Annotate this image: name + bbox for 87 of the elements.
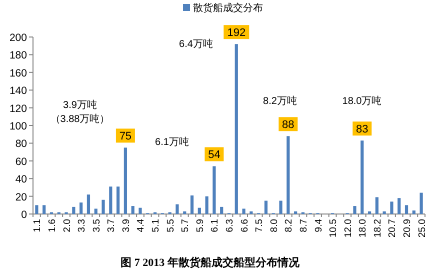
data-label: 54: [208, 149, 220, 162]
y-tick-label: 140: [9, 85, 28, 98]
annotation: 6.1万吨: [155, 136, 189, 148]
x-tick-label: 1.6: [46, 219, 58, 232]
bar: [102, 200, 105, 214]
y-tick-label: 160: [9, 67, 28, 80]
x-tick-label: 18.2: [372, 219, 384, 238]
x-tick-label: 7.5: [254, 219, 266, 232]
bar: [205, 196, 208, 214]
x-tick-label: 1.1: [32, 219, 44, 232]
bar: [183, 211, 186, 214]
bar: [412, 210, 416, 214]
x-tick-label: 8.2: [284, 219, 295, 232]
y-tick-label: 0: [21, 209, 28, 221]
bar: [353, 206, 356, 214]
bar: [390, 202, 394, 214]
bar: [404, 205, 408, 214]
legend-label: 散货船成交分布: [193, 2, 263, 14]
x-tick-label: 8.7: [298, 219, 310, 232]
x-tick-label: 5.1: [150, 219, 162, 232]
y-tick-label: 120: [9, 102, 28, 115]
bar: [286, 136, 290, 214]
data-label: 75: [119, 130, 132, 143]
x-tick-label: 5.7: [180, 219, 192, 232]
bar: [35, 205, 38, 214]
x-tick-label: 3.3: [76, 219, 88, 232]
y-tick-label: 200: [9, 32, 28, 44]
x-tick-label: 6.3: [224, 219, 236, 232]
annotation: 6.4万吨: [179, 38, 213, 50]
bar: [198, 208, 201, 214]
data-label: 88: [282, 119, 294, 132]
bar: [176, 204, 179, 214]
x-tick-label: 20.9: [402, 219, 414, 238]
x-tick-label: 5.9: [194, 219, 206, 232]
x-tick-label: 3.5: [91, 219, 102, 232]
x-tick-label: 9.4: [313, 219, 324, 232]
x-tick-label: 20.7: [387, 219, 398, 238]
bar: [72, 206, 76, 214]
bar: [234, 44, 238, 214]
x-tick-label: 2.0: [62, 219, 73, 232]
data-label: 192: [227, 27, 246, 40]
bar: [190, 195, 194, 214]
bar: [116, 186, 120, 214]
bar: [264, 200, 268, 214]
bar: [212, 166, 216, 214]
x-tick-label: 12.0: [342, 219, 354, 238]
annotation: 8.2万吨: [263, 95, 297, 107]
bar: [220, 206, 224, 214]
bar: [294, 211, 298, 214]
bar: [250, 211, 253, 214]
x-tick-label: 25.0: [416, 219, 428, 238]
bar: [398, 198, 401, 214]
bar: [109, 186, 112, 214]
bar: [420, 192, 423, 214]
y-tick-label: 20: [15, 191, 28, 204]
annotation: 18.0万吨: [342, 95, 382, 107]
annotation: 3.9万吨: [63, 99, 97, 111]
bar: [94, 208, 98, 214]
y-tick-label: 80: [15, 138, 28, 150]
bar: [131, 206, 134, 214]
x-tick-label: 5.5: [165, 219, 176, 232]
x-tick-label: 6.1: [210, 219, 221, 232]
x-tick-label: 3.7: [106, 219, 118, 232]
x-tick-label: 18.0: [358, 219, 369, 238]
x-tick-label: 4.4: [136, 219, 147, 232]
bar: [138, 208, 142, 214]
x-tick-label: 3.9: [120, 219, 132, 232]
y-tick-label: 60: [15, 156, 28, 168]
bar: [382, 211, 386, 214]
bar: [360, 140, 364, 214]
bar: [42, 205, 46, 214]
data-label: 83: [356, 124, 368, 136]
x-tick-label: 10.5: [328, 219, 340, 238]
x-tick-label: 8.0: [268, 219, 280, 232]
bar: [368, 211, 372, 214]
x-tick-label: 6.6: [239, 219, 250, 232]
y-tick-label: 100: [9, 120, 28, 132]
bar: [124, 148, 128, 214]
text: 图 7 2013 年散货船成交船型分布情况: [120, 256, 300, 269]
bar: [375, 197, 378, 214]
y-tick-label: 180: [9, 50, 28, 62]
bar: [80, 202, 83, 214]
bar: [86, 194, 90, 214]
annotation: （3.88万吨）: [50, 113, 110, 125]
y-tick-label: 40: [15, 174, 28, 186]
bar: [279, 200, 282, 214]
bar: [242, 208, 246, 214]
